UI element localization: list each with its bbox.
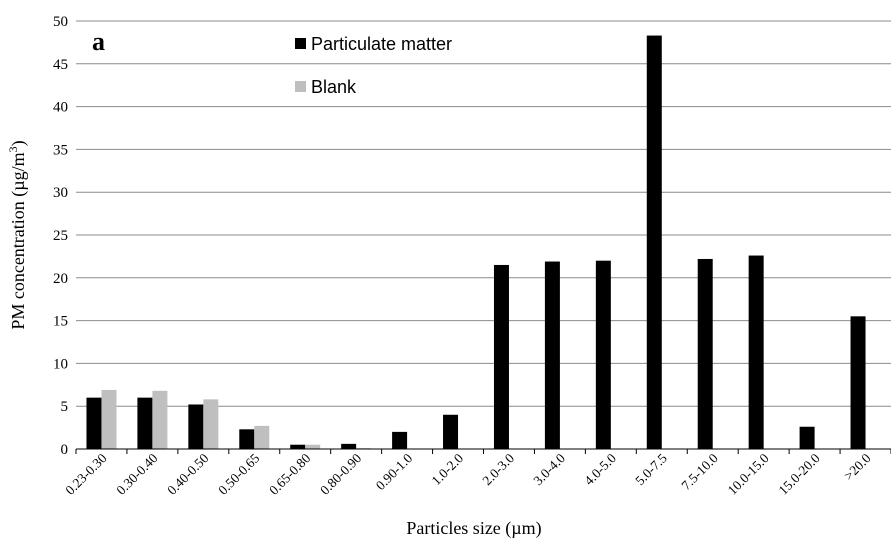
x-tick-label: 15.0-20.0 — [776, 450, 823, 497]
bar-particulate-matter — [748, 255, 764, 449]
legend-swatch-particulate-matter — [295, 38, 306, 49]
x-tick-label: 3.0-4.0 — [530, 450, 568, 488]
legend-swatch-blank — [295, 81, 306, 92]
y-tick-label: 5 — [61, 399, 69, 415]
bar-particulate-matter — [137, 397, 153, 449]
x-tick-label: 0.23-0.30 — [62, 450, 109, 497]
bar-particulate-matter — [392, 431, 408, 449]
legend: Particulate matter Blank — [295, 34, 452, 97]
y-tick-label: 20 — [53, 271, 68, 287]
bar-particulate-matter — [697, 258, 713, 449]
x-tick-label: 4.0-5.0 — [581, 450, 619, 488]
bar-particulate-matter — [188, 404, 204, 449]
bar-particulate-matter — [493, 264, 509, 449]
bar-particulate-matter — [86, 397, 102, 449]
y-axis-ticks: 0 5 10 15 20 25 30 35 40 45 50 — [53, 14, 68, 458]
gridlines — [76, 20, 891, 407]
x-tick-label: 0.90-1.0 — [373, 450, 416, 493]
bar-particulate-matter — [799, 426, 815, 449]
bar-particulate-matter — [850, 316, 866, 449]
legend-label-blank: Blank — [311, 77, 357, 97]
bar-blank — [203, 399, 219, 449]
bar-particulate-matter — [443, 414, 459, 449]
x-tick-label: 0.40-0.50 — [164, 450, 211, 497]
x-axis-label: Particles size (µm) — [406, 518, 541, 539]
bar-particulate-matter — [646, 35, 662, 449]
x-tick-label: 5.0-7.5 — [632, 450, 670, 488]
x-tick-label: 10.0-15.0 — [725, 450, 772, 497]
panel-label: a — [92, 27, 105, 56]
bar-particulate-matter — [290, 444, 306, 449]
x-tick-label: >20.0 — [841, 450, 874, 483]
y-tick-label: 10 — [53, 356, 68, 372]
y-tick-label: 40 — [53, 100, 68, 116]
x-tick-label: 0.80-0.90 — [317, 450, 364, 497]
bar-particulate-matter — [239, 429, 255, 449]
x-tick-label: 0.30-0.40 — [113, 450, 160, 497]
bar-particulate-matter — [544, 261, 560, 449]
bar-particulate-matter — [595, 260, 611, 449]
y-tick-label: 45 — [53, 57, 68, 73]
y-tick-label: 30 — [53, 185, 68, 201]
y-axis-label: PM concentration (µg/m3) — [6, 140, 29, 329]
x-tick-label: 7.5-10.0 — [678, 450, 721, 493]
bars — [86, 35, 866, 449]
legend-label-particulate-matter: Particulate matter — [311, 34, 452, 54]
y-tick-label: 35 — [53, 142, 68, 158]
y-tick-label: 25 — [53, 228, 68, 244]
y-tick-label: 50 — [53, 14, 68, 30]
bar-blank — [254, 425, 270, 449]
y-tick-label: 0 — [61, 442, 69, 458]
x-tick-label: 1.0-2.0 — [428, 450, 466, 488]
x-tick-label: 0.50-0.65 — [215, 450, 262, 497]
bar-blank — [152, 390, 168, 449]
bar-blank — [101, 389, 117, 449]
x-tick-label: 0.65-0.80 — [266, 450, 313, 497]
bar-blank — [305, 444, 321, 449]
x-tick-label: 2.0-3.0 — [479, 450, 517, 488]
y-tick-label: 15 — [53, 314, 68, 330]
x-axis-ticks: 0.23-0.30 0.30-0.40 0.40-0.50 0.50-0.65 0.65… — [62, 449, 891, 498]
bar-particulate-matter — [341, 443, 357, 449]
